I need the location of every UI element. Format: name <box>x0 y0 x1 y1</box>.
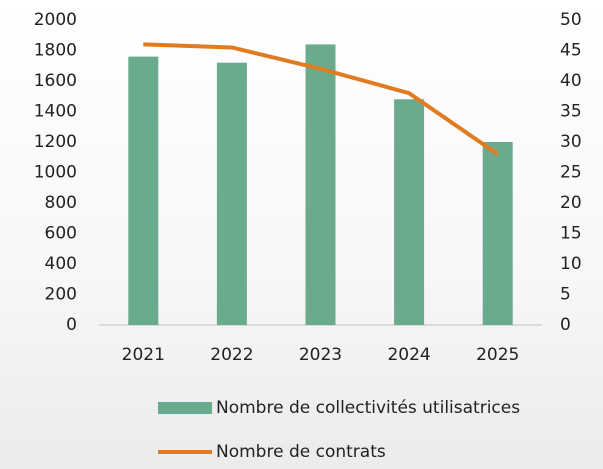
y2-tick-label: 10 <box>560 254 582 274</box>
y-tick-label: 1800 <box>34 41 77 61</box>
y-tick-label: 0 <box>66 315 77 335</box>
bar <box>305 44 336 326</box>
bar <box>482 142 513 325</box>
y-tick-label: 1600 <box>34 71 77 91</box>
bar <box>394 99 425 325</box>
y2-tick-label: 30 <box>560 132 582 152</box>
y2-tick-label: 40 <box>560 71 582 91</box>
x-tick-label: 2021 <box>122 345 165 365</box>
y2-tick-label: 15 <box>560 224 582 244</box>
y-tick-label: 1000 <box>34 163 77 183</box>
bar <box>128 56 159 325</box>
legend-swatch <box>158 402 212 414</box>
x-tick-label: 2022 <box>210 345 253 365</box>
y2-tick-label: 35 <box>560 102 582 122</box>
y-tick-label: 2000 <box>34 10 77 30</box>
y-tick-label: 1400 <box>34 102 77 122</box>
line <box>143 42 499 156</box>
y2-tick-label: 0 <box>560 315 571 335</box>
y-tick-label: 400 <box>45 254 77 274</box>
legend-label: Nombre de collectivités utilisatrices <box>216 398 520 418</box>
y-tick-label: 200 <box>45 285 77 305</box>
x-tick-label: 2025 <box>476 345 519 365</box>
y-tick-label: 1200 <box>34 132 77 152</box>
y-tick-label: 600 <box>45 224 77 244</box>
x-tick-label: 2023 <box>299 345 342 365</box>
y2-tick-label: 20 <box>560 193 582 213</box>
y2-tick-label: 5 <box>560 285 571 305</box>
x-tick-label: 2024 <box>387 345 430 365</box>
y2-tick-label: 25 <box>560 163 582 183</box>
bar <box>216 62 247 325</box>
legend-label: Nombre de contrats <box>216 442 386 462</box>
y2-tick-label: 45 <box>560 41 582 61</box>
y-tick-label: 800 <box>45 193 77 213</box>
y2-tick-label: 50 <box>560 10 582 30</box>
